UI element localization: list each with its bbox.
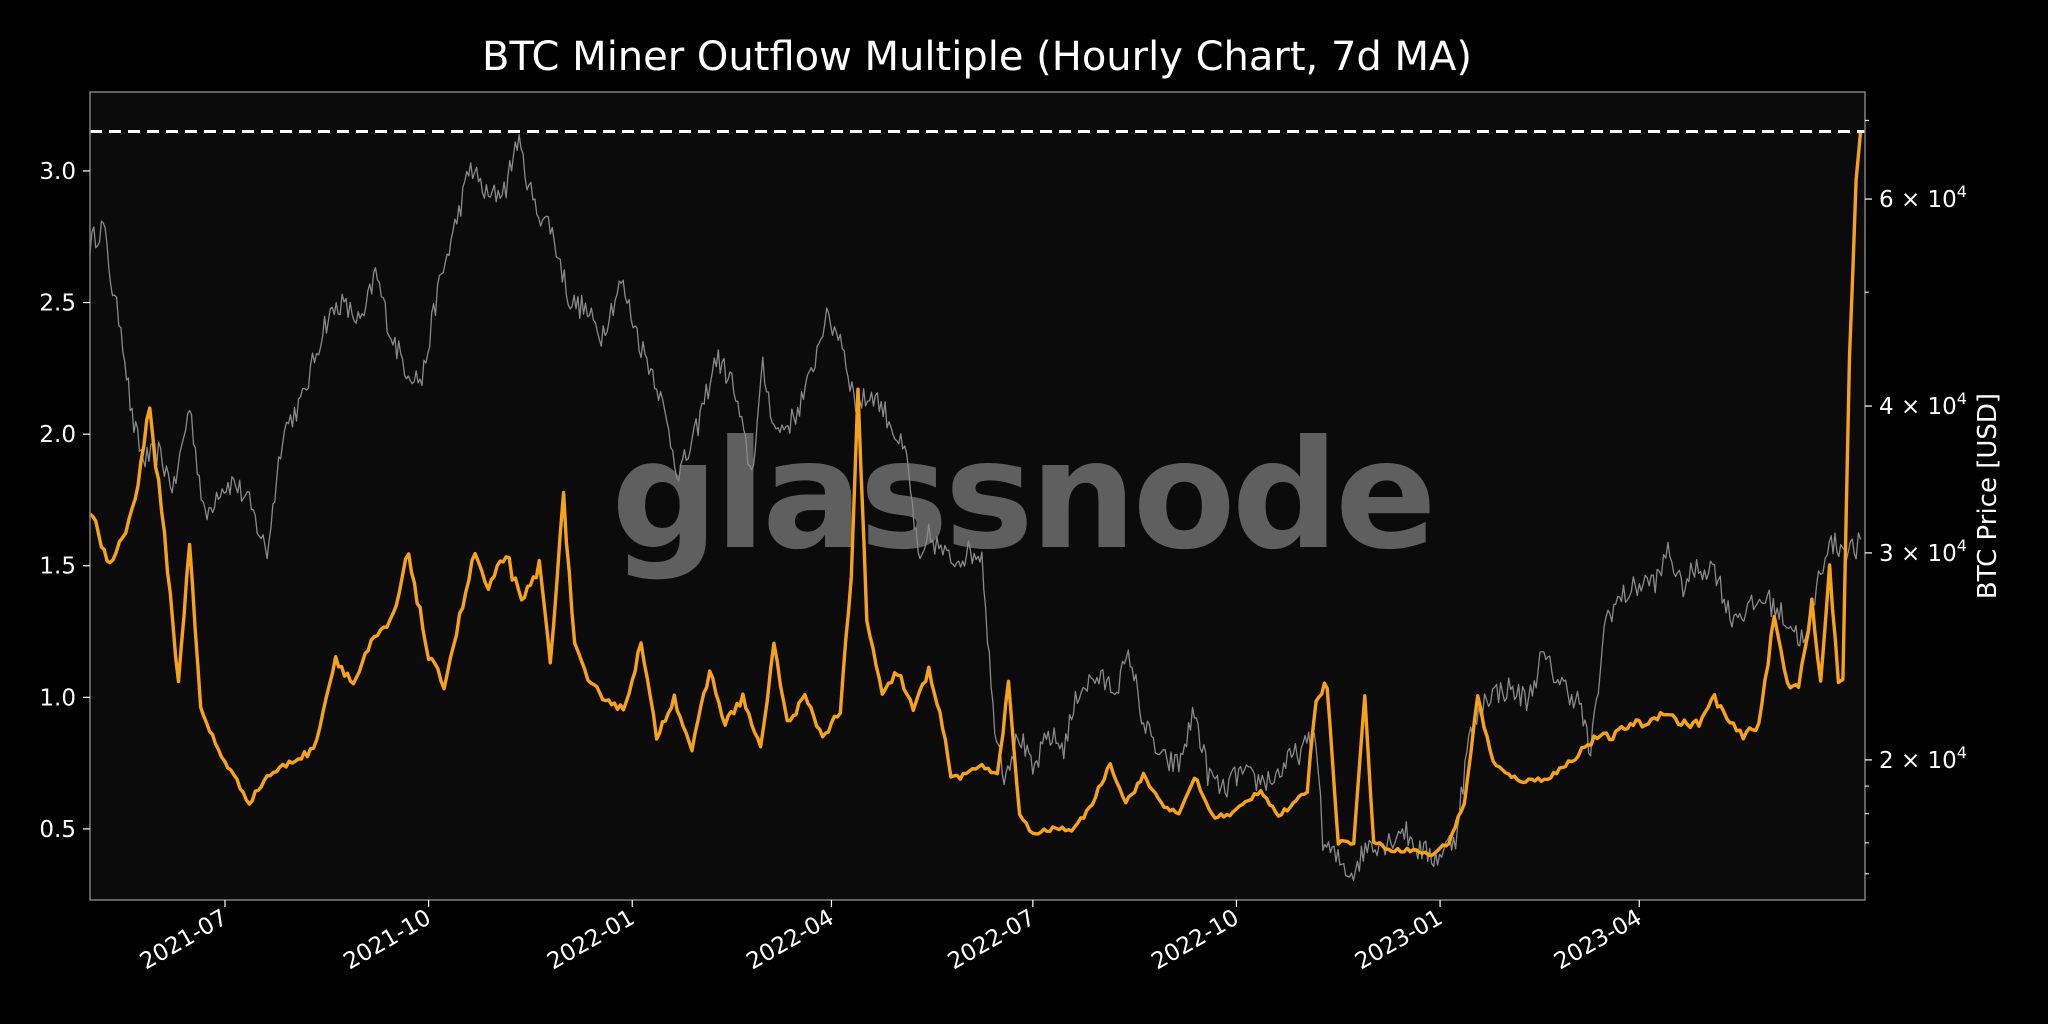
- left-y-axis: 0.5 1.0 1.5 2.0 2.5 3.0: [39, 159, 90, 843]
- outflow-series-layer: [88, 131, 1863, 858]
- price-series-layer: [89, 134, 1862, 881]
- left-axis-tick-label: 3.0: [39, 159, 76, 185]
- left-axis-tick-label: 0.5: [39, 817, 76, 843]
- btc-price-line: [89, 134, 1862, 881]
- right-axis-label: BTC Price [USD]: [1973, 393, 2003, 599]
- right-y-axis: 2 × 104 3 × 104 4 × 104 6 × 104: [1865, 119, 1967, 875]
- left-axis-tick-label: 2.5: [39, 291, 76, 317]
- right-axis-tick-label: 2 × 104: [1879, 743, 1967, 774]
- left-axis-tick-label: 1.5: [39, 554, 76, 580]
- plot-frame: [89, 91, 1866, 901]
- miner-outflow-multiple-line: [88, 131, 1863, 858]
- left-axis-tick-label: 1.0: [39, 685, 76, 711]
- watermark-text: glassnode: [611, 409, 1433, 583]
- plot-area: [90, 92, 1865, 900]
- chart-title: BTC Miner Outflow Multiple (Hourly Chart…: [482, 34, 1472, 80]
- left-axis-tick-label: 2.0: [39, 422, 76, 448]
- right-axis-tick-label: 6 × 104: [1879, 182, 1967, 213]
- right-axis-tick-label: 4 × 104: [1879, 389, 1967, 420]
- right-axis-tick-label: 3 × 104: [1879, 536, 1967, 567]
